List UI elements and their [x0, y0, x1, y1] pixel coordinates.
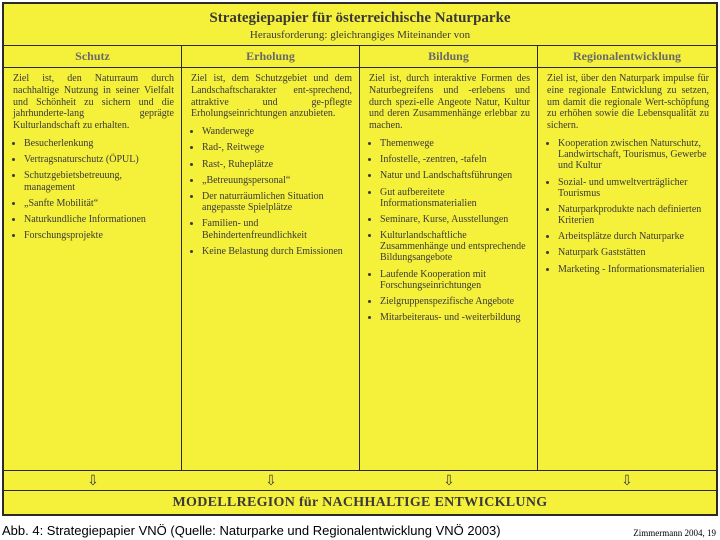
footer-heading: MODELLREGION für NACHHALTIGE ENTWICKLUNG — [4, 490, 716, 517]
list-item: Marketing - Informationsmaterialien — [558, 264, 709, 275]
list-item: Arbeitsplätze durch Naturparke — [558, 231, 709, 242]
list-item: Themenwege — [380, 138, 530, 149]
list-item: Schutzgebietsbetreuung, management — [24, 170, 174, 192]
caption-text: Abb. 4: Strategiepapier VNÖ (Quelle: Nat… — [2, 523, 501, 538]
goal-text: Ziel ist, durch interaktive Formen des N… — [369, 73, 530, 132]
down-arrow-icon: ⇩ — [621, 475, 633, 489]
item-list: Besucherlenkung Vertragsnaturschutz (ÖPUL… — [13, 138, 174, 241]
list-item: Gut aufbereitete Informationsmaterialien — [380, 187, 530, 209]
header-erholung: Erholung — [182, 46, 360, 67]
list-item: Infostelle, -zentren, -tafeln — [380, 154, 530, 165]
down-arrow-icon: ⇩ — [265, 475, 277, 489]
list-item: Naturparkprodukte nach definierten Krite… — [558, 204, 709, 226]
list-item: „Betreuungspersonal“ — [202, 175, 352, 186]
down-arrow-icon: ⇩ — [87, 475, 99, 489]
goal-text: Ziel ist, dem Schutzgebiet und dem Lands… — [191, 73, 352, 120]
columns-body: Ziel ist, den Naturraum durch nachhaltig… — [4, 68, 716, 470]
header-schutz: Schutz — [4, 46, 182, 67]
down-arrow-icon: ⇩ — [443, 475, 455, 489]
list-item: Natur und Landschaftsführungen — [380, 170, 530, 181]
list-item: Der naturräumlichen Situation angepasste… — [202, 191, 352, 213]
item-list: Kooperation zwischen Naturschutz, Landwi… — [547, 138, 709, 275]
header-bildung: Bildung — [360, 46, 538, 67]
header-regionalentwicklung: Regionalentwicklung — [538, 46, 716, 67]
figure-caption: Abb. 4: Strategiepapier VNÖ (Quelle: Nat… — [2, 519, 718, 538]
document-title: Strategiepapier für österreichische Natu… — [4, 4, 716, 29]
column-regionalentwicklung: Ziel ist, über den Naturpark impulse für… — [538, 68, 716, 470]
list-item: Familien- und Behindertenfreundlichkeit — [202, 218, 352, 240]
list-item: Naturkundliche Informationen — [24, 214, 174, 225]
list-item: Keine Belastung durch Emissionen — [202, 246, 352, 257]
column-erholung: Ziel ist, dem Schutzgebiet und dem Lands… — [182, 68, 360, 470]
list-item: Zielgruppenspezifische Angebote — [380, 296, 530, 307]
document-subtitle: Herausforderung: gleichrangiges Miteinan… — [4, 29, 716, 45]
arrow-row: ⇩ ⇩ ⇩ ⇩ — [4, 470, 716, 490]
column-bildung: Ziel ist, durch interaktive Formen des N… — [360, 68, 538, 470]
list-item: Laufende Kooperation mit Forschungseinri… — [380, 269, 530, 291]
goal-text: Ziel ist, über den Naturpark impulse für… — [547, 73, 709, 132]
list-item: Seminare, Kurse, Ausstellungen — [380, 214, 530, 225]
list-item: „Sanfte Mobilität“ — [24, 198, 174, 209]
list-item: Rast-, Ruheplätze — [202, 159, 352, 170]
caption-source: Zimmermann 2004, 19 — [633, 528, 716, 538]
list-item: Wanderwege — [202, 126, 352, 137]
list-item: Kulturlandschaftliche Zusammenhänge und … — [380, 230, 530, 264]
item-list: Wanderwege Rad-, Reitwege Rast-, Ruheplätz… — [191, 126, 352, 257]
list-item: Forschungsprojekte — [24, 230, 174, 241]
list-item: Vertragsnaturschutz (ÖPUL) — [24, 154, 174, 165]
list-item: Kooperation zwischen Naturschutz, Landwi… — [558, 138, 709, 172]
column-schutz: Ziel ist, den Naturraum durch nachhaltig… — [4, 68, 182, 470]
list-item: Besucherlenkung — [24, 138, 174, 149]
column-headers: Schutz Erholung Bildung Regionalentwickl… — [4, 45, 716, 68]
list-item: Mitarbeiteraus- und -weiterbildung — [380, 312, 530, 323]
goal-text: Ziel ist, den Naturraum durch nachhaltig… — [13, 73, 174, 132]
list-item: Sozial- und umweltverträglicher Tourismu… — [558, 177, 709, 199]
list-item: Naturpark Gaststätten — [558, 247, 709, 258]
strategy-sheet: Strategiepapier für österreichische Natu… — [2, 2, 718, 516]
list-item: Rad-, Reitwege — [202, 142, 352, 153]
item-list: Themenwege Infostelle, -zentren, -tafeln N… — [369, 138, 530, 323]
